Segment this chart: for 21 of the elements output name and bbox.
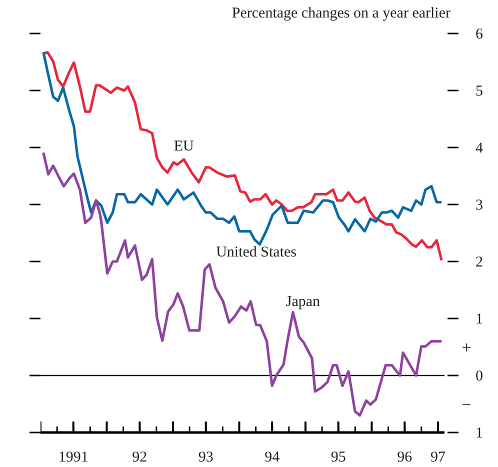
x-tick-label: 97 [430,450,446,466]
text: − [462,395,472,414]
y-tick-label: 6 [476,26,484,42]
x-tick-label: 94 [264,450,280,466]
x-tick-label: 1991 [58,450,88,466]
text: + [462,338,472,357]
x-tick-label: 93 [198,450,214,466]
x-tick-label: 95 [330,450,346,466]
y-tick-label: 5 [476,84,483,100]
x-tick-label: 96 [397,450,413,466]
y-tick-label: 2 [476,254,483,270]
y-tick-label: 1 [476,312,483,328]
series-label: United States [216,244,297,260]
series-label: Japan [286,294,321,310]
y-tick-label: 3 [476,198,483,214]
x-tick-label: 92 [132,450,148,466]
y-axis-title: Percentage changes on a year earlier [232,6,451,22]
y-tick-label: 4 [476,140,484,156]
y-tick-label: 0 [476,368,483,384]
series-label: EU [174,138,194,154]
y-tick-label: 1 [476,426,483,442]
